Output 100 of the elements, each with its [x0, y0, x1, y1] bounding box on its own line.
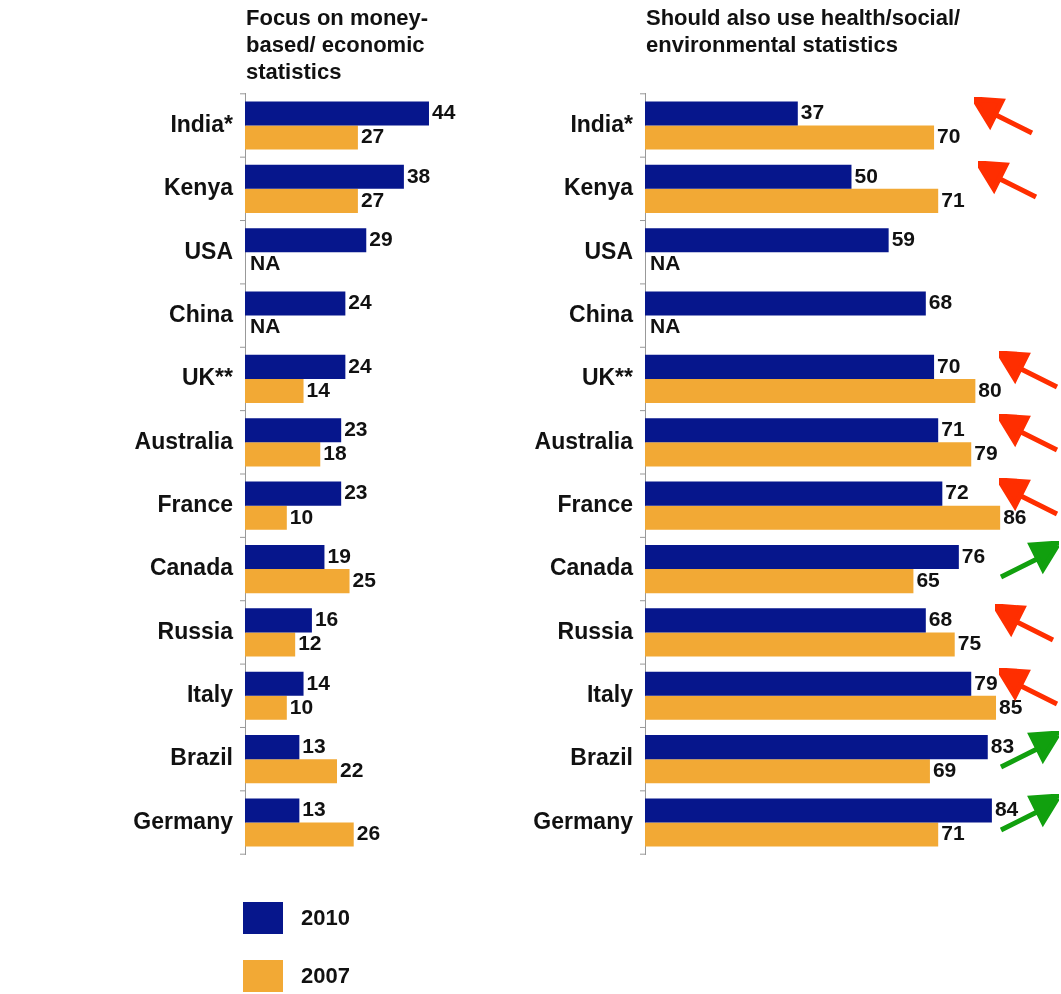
- text: NA: [250, 251, 281, 275]
- bar: [645, 125, 935, 150]
- y-tick-label: USA: [584, 237, 633, 264]
- y-tick-label: UK**: [181, 364, 234, 391]
- data-label: 14: [306, 670, 331, 694]
- text: NA: [650, 251, 681, 275]
- data-label: 38: [406, 163, 431, 187]
- bar: [245, 544, 325, 570]
- bar: [245, 608, 312, 633]
- data-label: 13: [302, 733, 326, 757]
- bar: [645, 632, 955, 657]
- y-tick-label: Kenya: [563, 174, 634, 201]
- y-tick-label: Kenya: [163, 174, 234, 201]
- data-label: 80: [978, 377, 1002, 401]
- bar: [245, 354, 346, 379]
- bar: [645, 442, 972, 467]
- data-label: 37: [800, 100, 825, 124]
- bar: [645, 418, 939, 443]
- bar: [245, 125, 358, 150]
- bar: [645, 505, 1001, 530]
- bar: [645, 569, 914, 594]
- bar: [245, 505, 287, 530]
- data-label: 12: [298, 631, 322, 655]
- bar: [645, 481, 943, 506]
- data-label: 71: [941, 187, 965, 211]
- data-label: 83: [990, 733, 1015, 757]
- bar: [645, 164, 852, 189]
- data-label: 14: [306, 377, 331, 401]
- y-tick-label: Canada: [549, 554, 634, 581]
- data-label: 22: [339, 757, 364, 781]
- bar: [245, 632, 296, 657]
- bar: [645, 735, 988, 760]
- data-label: 24: [348, 353, 373, 377]
- y-tick-label: Russia: [157, 617, 234, 644]
- bar: [245, 291, 346, 316]
- y-tick-label: UK**: [581, 364, 634, 391]
- data-label: 27: [360, 187, 385, 211]
- data-label: 24: [348, 290, 373, 314]
- data-label: 65: [916, 567, 941, 591]
- data-label: 79: [974, 670, 998, 694]
- bar: [645, 378, 976, 404]
- data-label: 16: [314, 607, 339, 631]
- data-label: 44: [431, 100, 456, 124]
- bar: [645, 188, 939, 213]
- bar: [245, 569, 350, 594]
- bar: [245, 695, 287, 720]
- y-tick-label: Russia: [557, 617, 634, 644]
- data-label: 79: [974, 441, 998, 465]
- data-label: 29: [369, 226, 393, 250]
- data-label: 19: [327, 543, 351, 567]
- data-label: 86: [1003, 504, 1027, 528]
- data-label: 75: [957, 631, 982, 655]
- bar: [645, 291, 926, 316]
- bar: [245, 735, 300, 760]
- data-label: 25: [352, 567, 377, 591]
- data-label: 68: [928, 607, 953, 631]
- y-tick-label: France: [157, 491, 233, 518]
- data-label: 70: [937, 353, 961, 377]
- text: NA: [250, 314, 281, 338]
- bar: [645, 759, 930, 784]
- y-tick-label: China: [569, 300, 634, 327]
- bar: [245, 442, 321, 467]
- data-label: 85: [999, 694, 1023, 718]
- bar: [645, 354, 935, 379]
- bar: [245, 378, 304, 404]
- bar: [245, 481, 342, 506]
- y-tick-label: Germany: [533, 807, 634, 834]
- bar: [245, 822, 354, 847]
- y-tick-label: France: [557, 491, 633, 518]
- bar: [645, 101, 798, 126]
- legend-label: 2010: [301, 905, 350, 931]
- data-label: 68: [928, 290, 953, 314]
- data-label: 72: [945, 480, 969, 504]
- y-tick-label: India*: [570, 110, 634, 137]
- y-tick-label: Australia: [134, 427, 234, 454]
- bar: [645, 608, 926, 633]
- bar: [645, 671, 972, 696]
- bar: [245, 759, 337, 784]
- bar: [245, 418, 342, 443]
- data-label: 10: [289, 694, 314, 718]
- y-tick-label: Italy: [586, 681, 634, 708]
- bar: [645, 544, 959, 570]
- data-label: 70: [937, 124, 961, 148]
- bar: [645, 228, 889, 253]
- text: NA: [650, 314, 681, 338]
- y-tick-label: Canada: [149, 554, 234, 581]
- data-label: 59: [891, 226, 915, 250]
- data-label: 69: [932, 757, 957, 781]
- legend-label: 2007: [301, 963, 350, 989]
- bar: [245, 798, 300, 823]
- chart-title: Should also use health/social/ environmental statistics: [646, 4, 962, 58]
- data-label: 10: [289, 504, 314, 528]
- bar: [245, 101, 429, 126]
- y-tick-label: USA: [184, 237, 233, 264]
- data-label: 71: [941, 821, 965, 845]
- data-label: 50: [854, 163, 878, 187]
- bar: [645, 798, 992, 823]
- bar: [245, 228, 367, 253]
- y-tick-label: Italy: [186, 681, 234, 708]
- bar: [645, 822, 939, 847]
